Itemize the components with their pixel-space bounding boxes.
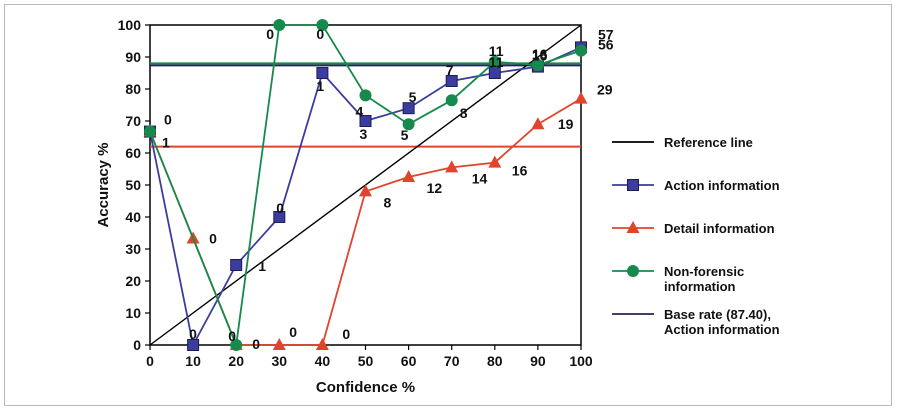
- non-forensic-information-point: [144, 125, 156, 138]
- data-label: 8: [460, 105, 468, 121]
- data-label: 3: [360, 126, 368, 142]
- x-tick-label: 20: [228, 353, 244, 369]
- action-information-point: [316, 67, 329, 79]
- non-forensic-information-point: [316, 19, 329, 31]
- x-tick-label: 60: [401, 353, 417, 369]
- data-label: 0: [228, 328, 236, 344]
- x-tick-label: 70: [444, 353, 460, 369]
- data-label: 29: [597, 82, 613, 98]
- action-information-point: [402, 102, 415, 115]
- detail-information-point: [359, 184, 372, 197]
- data-label: 1: [162, 135, 170, 151]
- y-tick-label: 30: [125, 241, 141, 257]
- data-label: 16: [512, 163, 528, 179]
- y-tick-label: 100: [118, 17, 142, 33]
- legend-label: Reference line: [664, 135, 753, 150]
- chart-legend: Reference line Action information Detail i…: [612, 135, 780, 337]
- data-label: 1: [316, 78, 324, 94]
- legend-label: Base rate (87.40),: [664, 307, 771, 322]
- detail-information-point: [315, 338, 329, 350]
- action-information-point: [187, 339, 200, 351]
- x-tick-label: 0: [146, 353, 154, 369]
- data-label: 11: [489, 54, 504, 70]
- legend-label: information: [664, 279, 736, 294]
- non-forensic-information-point: [402, 118, 415, 131]
- x-tick-label: 40: [315, 353, 331, 369]
- y-tick-label: 50: [125, 177, 141, 193]
- x-tick-label: 50: [358, 353, 374, 369]
- data-label: 4: [356, 103, 364, 119]
- x-tick-label: 10: [185, 353, 201, 369]
- action-information-point: [230, 259, 243, 271]
- data-label: 11: [489, 43, 504, 59]
- legend-marker: [626, 221, 640, 233]
- non-forensic-information-point: [230, 339, 243, 351]
- non-forensic-information-point: [445, 94, 458, 107]
- x-tick-label: 100: [569, 353, 593, 369]
- data-label: 0: [252, 336, 260, 352]
- y-tick-label: 90: [125, 49, 141, 65]
- non-forensic-information-point: [531, 59, 544, 71]
- data-label: 57: [598, 27, 614, 43]
- data-label: 7: [446, 62, 454, 78]
- legend-label: Detail information: [664, 221, 775, 236]
- data-label: 56: [598, 36, 614, 52]
- detail-information-point: [445, 160, 459, 173]
- y-tick-label: 0: [133, 337, 141, 353]
- data-label: 14: [472, 170, 488, 186]
- data-label: 0: [189, 326, 197, 342]
- data-label: 0: [164, 112, 172, 128]
- data-label: 12: [427, 180, 443, 196]
- data-label: 5: [401, 127, 409, 143]
- non-forensic-information-point: [488, 55, 501, 68]
- data-label: 0: [209, 230, 217, 246]
- data-label: 0: [276, 200, 284, 216]
- data-label: 19: [558, 116, 574, 132]
- data-label: 1: [258, 258, 266, 274]
- y-tick-label: 70: [125, 113, 141, 129]
- data-label: 16: [532, 48, 548, 64]
- x-tick-label: 30: [272, 353, 288, 369]
- legend-marker: [627, 265, 639, 277]
- y-axis-title: Accuracy %: [95, 142, 112, 227]
- data-label: 8: [384, 194, 392, 210]
- y-tick-label: 10: [125, 305, 141, 321]
- chart-series: [143, 19, 588, 351]
- action-information-point: [445, 75, 458, 87]
- x-tick-label: 80: [487, 353, 503, 369]
- non-forensic-information-point: [273, 19, 286, 31]
- y-tick-label: 60: [125, 145, 141, 161]
- action-information-point: [359, 115, 372, 127]
- non-forensic-information-point: [575, 44, 587, 57]
- x-axis-title: Confidence %: [316, 379, 415, 396]
- legend-label: Non-forensic: [664, 264, 744, 279]
- legend-label: Action information: [664, 178, 780, 193]
- y-tick-label: 40: [125, 209, 141, 225]
- detail-information-point: [531, 117, 545, 130]
- data-label: 0: [289, 324, 297, 340]
- data-label: 0: [316, 26, 324, 42]
- action-information-point: [273, 211, 286, 223]
- detail-information-point: [272, 338, 286, 350]
- figure-frame: [4, 4, 892, 406]
- legend-label: Action information: [664, 322, 780, 337]
- legend-marker: [627, 179, 639, 191]
- y-tick-label: 20: [125, 273, 141, 289]
- non-forensic-information-point: [359, 89, 372, 102]
- data-label: 5: [409, 89, 417, 105]
- y-tick-label: 80: [125, 81, 141, 97]
- non-forensic-information-line: [149, 24, 582, 349]
- data-label: 16: [532, 46, 548, 62]
- detail-information-point: [488, 155, 502, 168]
- x-tick-label: 90: [530, 353, 546, 369]
- detail-information-point: [574, 91, 588, 104]
- detail-information-point: [402, 170, 416, 182]
- data-label: 0: [342, 326, 350, 342]
- chart-axes: 0 10 20 30 40 50 60 70 80 90 100010203040506070809…: [118, 17, 593, 369]
- data-label: 0: [266, 26, 274, 42]
